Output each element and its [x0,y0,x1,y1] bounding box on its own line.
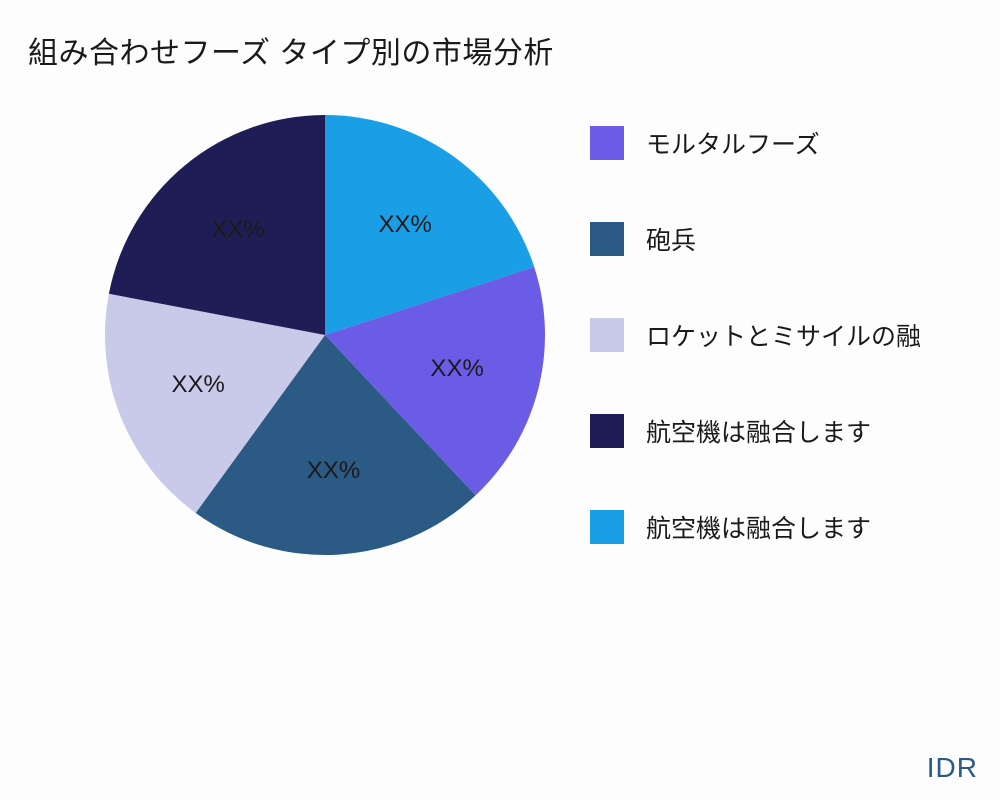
legend-label: ロケットとミサイルの融 [646,317,921,353]
chart-title: 組み合わせフーズ タイプ別の市場分析 [28,28,554,72]
legend-label: 航空機は融合します [646,413,871,449]
pie-slice-label: XX% [378,211,431,239]
legend-item: 航空機は融合します [590,509,1000,545]
legend-swatch [590,414,624,448]
legend-label: 砲兵 [646,221,696,257]
legend: モルタルフーズ砲兵ロケットとミサイルの融航空機は融合します航空機は融合します [590,125,1000,605]
pie-slice-label: XX% [307,457,360,485]
legend-swatch [590,126,624,160]
pie-svg [95,105,555,565]
watermark: IDR [927,752,978,784]
legend-item: 航空機は融合します [590,413,1000,449]
legend-label: 航空機は融合します [646,509,871,545]
legend-swatch [590,510,624,544]
pie-slice-label: XX% [211,216,264,244]
legend-item: モルタルフーズ [590,125,1000,161]
legend-item: 砲兵 [590,221,1000,257]
legend-swatch [590,222,624,256]
pie-chart: XX% XX% XX% XX% XX% [95,105,555,565]
legend-label: モルタルフーズ [646,125,820,161]
pie-slice-label: XX% [171,371,224,399]
legend-swatch [590,318,624,352]
legend-item: ロケットとミサイルの融 [590,317,1000,353]
pie-slice-label: XX% [430,355,483,383]
